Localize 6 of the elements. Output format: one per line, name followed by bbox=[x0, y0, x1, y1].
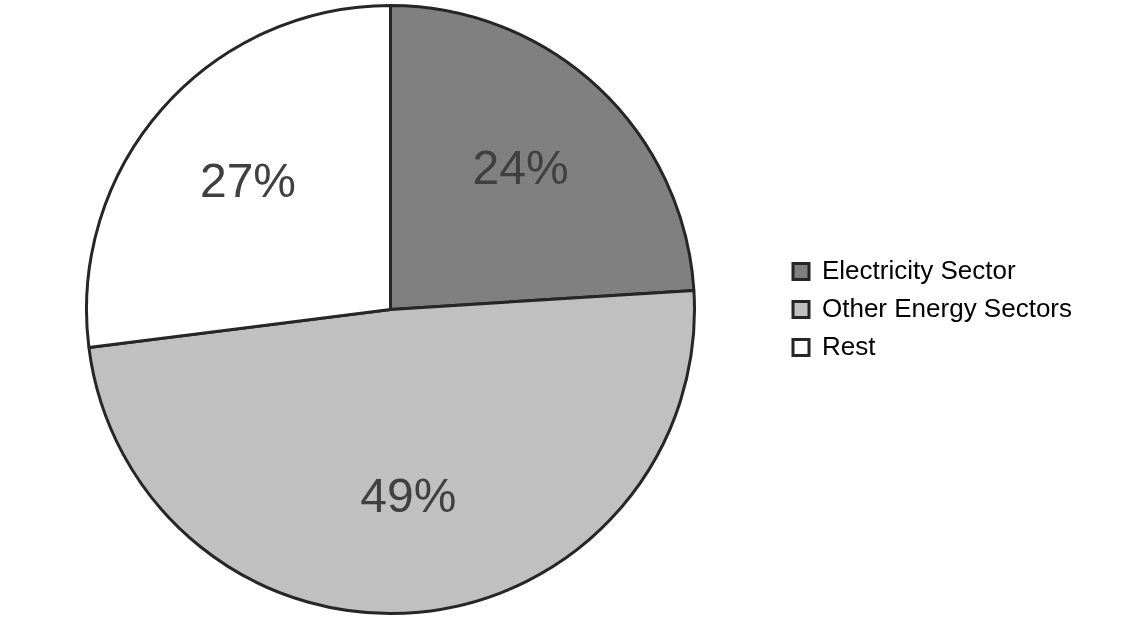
data-label: 27% bbox=[199, 154, 297, 208]
data-label: 49% bbox=[360, 468, 457, 522]
legend-label: Rest bbox=[822, 330, 877, 361]
data-label: 24% bbox=[472, 141, 569, 195]
legend-label: Other Energy Sectors bbox=[822, 292, 1072, 323]
legend-label: Electricity Sector bbox=[822, 254, 1016, 285]
